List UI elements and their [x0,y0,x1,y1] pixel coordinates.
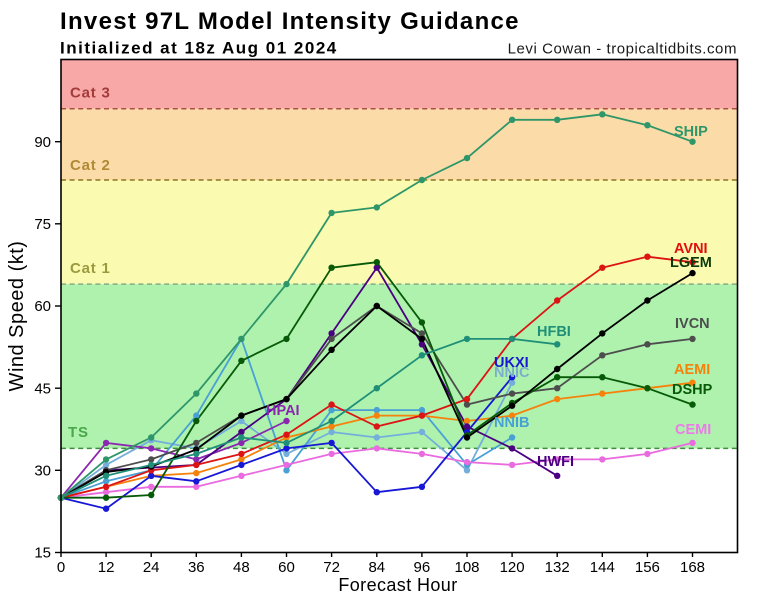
svg-text:Initialized at 18z Aug 01 2024: Initialized at 18z Aug 01 2024 [60,39,338,58]
svg-text:36: 36 [188,559,205,576]
svg-text:168: 168 [680,559,705,576]
svg-text:108: 108 [454,559,479,576]
svg-text:NNIC: NNIC [494,365,530,381]
svg-text:IVCN: IVCN [675,316,710,332]
svg-text:HFBI: HFBI [537,324,571,340]
svg-text:SHIP: SHIP [674,124,708,140]
svg-text:96: 96 [414,559,431,576]
svg-text:60: 60 [278,559,295,576]
svg-text:84: 84 [368,559,385,576]
svg-text:LGEM: LGEM [670,255,712,271]
svg-text:30: 30 [34,463,51,480]
svg-text:144: 144 [590,559,615,576]
svg-text:Cat 2: Cat 2 [70,157,111,174]
svg-text:75: 75 [34,216,51,233]
svg-text:132: 132 [545,559,570,576]
svg-text:15: 15 [34,545,51,562]
svg-text:Cat 1: Cat 1 [70,260,111,277]
svg-text:TS: TS [68,424,89,441]
svg-text:HPAI: HPAI [266,403,300,419]
svg-text:AEMI: AEMI [674,362,710,378]
svg-text:Forecast Hour: Forecast Hour [338,575,457,595]
svg-text:UKXI: UKXI [494,355,529,371]
svg-text:Wind Speed (kt): Wind Speed (kt) [6,241,28,392]
svg-text:Invest 97L Model Intensity Gui: Invest 97L Model Intensity Guidance [60,8,520,35]
svg-text:48: 48 [233,559,250,576]
svg-text:CEMI: CEMI [675,422,711,438]
svg-text:HWFI: HWFI [537,454,574,470]
svg-text:156: 156 [635,559,660,576]
svg-text:DSHP: DSHP [672,382,713,398]
svg-text:AVNI: AVNI [674,241,708,257]
svg-text:72: 72 [323,559,340,576]
svg-text:0: 0 [57,559,65,576]
svg-text:Cat 3: Cat 3 [70,85,111,102]
svg-text:24: 24 [143,559,160,576]
svg-text:45: 45 [34,380,51,397]
svg-text:Levi Cowan - tropicaltidbits.c: Levi Cowan - tropicaltidbits.com [508,41,737,58]
svg-text:60: 60 [34,298,51,315]
svg-text:120: 120 [500,559,525,576]
svg-text:NNIB: NNIB [494,415,529,431]
svg-text:90: 90 [34,134,51,151]
svg-text:12: 12 [98,559,115,576]
